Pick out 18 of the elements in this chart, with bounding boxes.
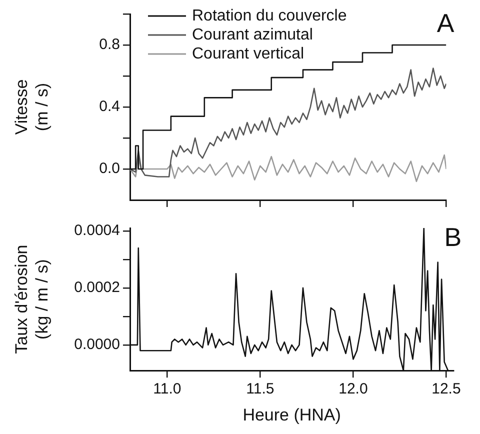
x-axis-title: Heure (HNA) — [242, 405, 341, 424]
y-tick-label: 0.0000 — [74, 336, 120, 354]
x-tick-label: 12.5 — [432, 380, 461, 398]
x-tick-label: 12.0 — [338, 380, 368, 398]
y-tick-label: 0.8 — [99, 36, 120, 54]
x-tick-label: 11.5 — [246, 380, 274, 398]
x-tick-label: 11.0 — [153, 380, 182, 398]
y-axis-title: Taux d'érosion (kg / m / s) — [12, 244, 52, 354]
legend-label: Rotation du couvercle — [192, 7, 347, 24]
y-axis-title: Vitesse (m / s) — [12, 79, 52, 135]
legend-label: Courant azimutal — [192, 26, 313, 44]
y-tick-label: 0.0004 — [74, 222, 120, 239]
y-tick-label: 0.4 — [99, 98, 120, 116]
y-tick-label: 0.0002 — [74, 279, 120, 296]
chart-title: A — [436, 8, 455, 38]
y-tick-label: 0.0 — [99, 160, 120, 178]
chart-title: B — [444, 222, 462, 252]
legend-label: Courant vertical — [192, 45, 304, 62]
